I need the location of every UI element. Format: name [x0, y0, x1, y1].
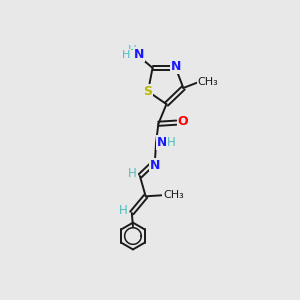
Text: H: H [167, 136, 176, 149]
Text: O: O [178, 115, 188, 128]
Text: N: N [157, 136, 167, 149]
Text: N: N [171, 60, 181, 73]
Text: CH₃: CH₃ [163, 190, 184, 200]
Text: H: H [128, 44, 137, 57]
Text: N: N [150, 159, 160, 172]
Text: H: H [122, 50, 130, 60]
Text: S: S [143, 85, 152, 98]
Text: CH₃: CH₃ [198, 77, 218, 87]
Text: N: N [134, 48, 144, 61]
Text: H: H [119, 204, 128, 217]
Text: H: H [128, 167, 137, 180]
